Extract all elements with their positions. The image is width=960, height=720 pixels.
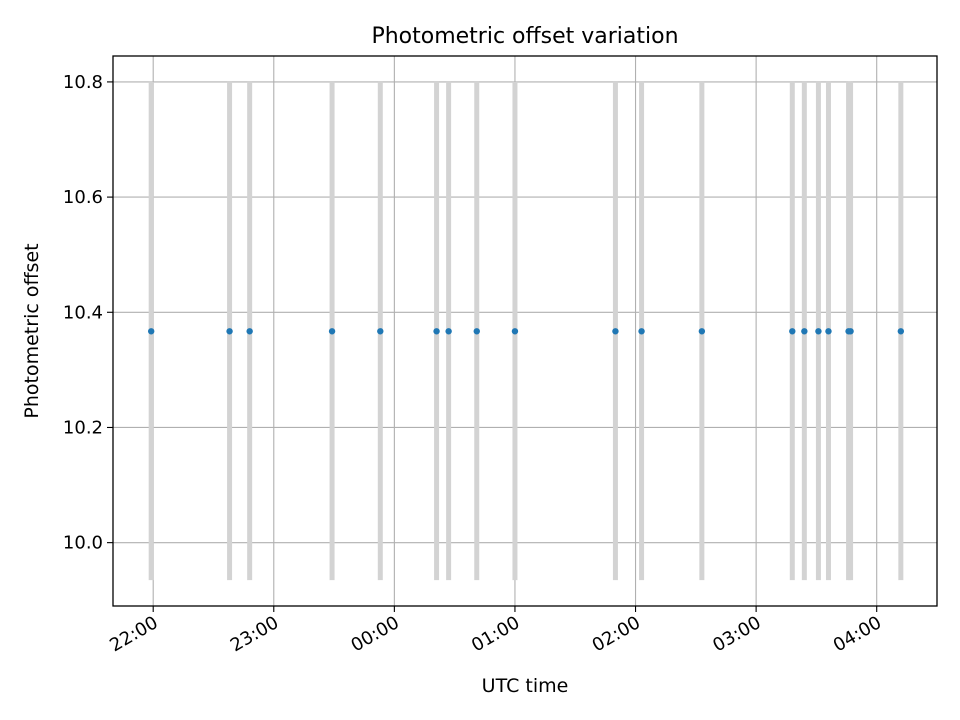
- x-tick-label: 01:00: [468, 612, 523, 656]
- data-point: [801, 328, 808, 335]
- y-tick-label: 10.0: [63, 533, 103, 554]
- data-point: [897, 328, 905, 335]
- data-point: [226, 328, 233, 335]
- x-tick-label: 02:00: [589, 612, 644, 656]
- x-axis-ticks: 22:00 23:00 00:00 01:00 02:00 03:00 04:00: [106, 606, 885, 656]
- data-point: [698, 328, 706, 335]
- data-point: [445, 328, 452, 335]
- data-point: [847, 328, 854, 335]
- plot-area-frame: [112, 55, 938, 607]
- x-tick-label: 04:00: [830, 612, 885, 656]
- data-point: [328, 328, 336, 335]
- x-tick-label: 23:00: [227, 612, 282, 656]
- x-tick-label: 03:00: [709, 612, 764, 656]
- data-point: [377, 328, 384, 335]
- y-axis-ticks: 10.0 10.2 10.4 10.6 10.8: [63, 72, 113, 554]
- y-tick-label: 10.2: [63, 417, 103, 438]
- data-point: [433, 328, 440, 335]
- y-tick-label: 10.6: [63, 187, 103, 208]
- data-point: [815, 328, 822, 335]
- data-point: [147, 328, 155, 335]
- y-tick-label: 10.4: [63, 302, 103, 323]
- vertical-bands: [148, 81, 904, 581]
- data-point: [246, 328, 253, 335]
- data-point: [511, 328, 519, 335]
- grid: [113, 56, 937, 606]
- x-tick-label: 22:00: [106, 612, 161, 656]
- data-point: [612, 328, 619, 335]
- y-axis-label: Photometric offset: [21, 243, 43, 418]
- data-point: [638, 328, 645, 335]
- data-points: [147, 328, 905, 335]
- x-tick-label: 00:00: [347, 612, 402, 656]
- data-point: [473, 328, 480, 335]
- data-point: [825, 328, 832, 335]
- x-axis-label: UTC time: [482, 675, 569, 697]
- chart-title: Photometric offset variation: [371, 24, 678, 49]
- data-point: [789, 328, 796, 335]
- y-tick-label: 10.8: [63, 72, 103, 93]
